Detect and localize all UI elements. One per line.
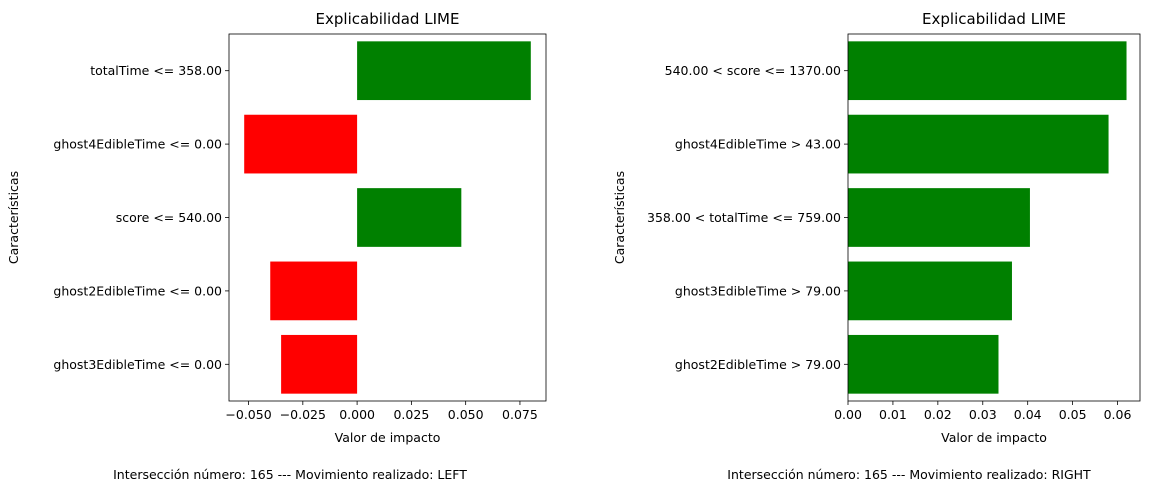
y-tick-label: ghost3EdibleTime <= 0.00 [53,357,222,372]
x-tick-label: 0.025 [393,407,429,422]
y-tick-label: ghost2EdibleTime > 79.00 [675,357,841,372]
x-tick-label: 0.000 [339,407,375,422]
bar [848,188,1030,247]
y-tick-label: score <= 540.00 [116,210,222,225]
bar [848,334,999,394]
y-tick-label: 540.00 < score <= 1370.00 [665,63,841,78]
bar [270,261,358,321]
y-tick-label: totalTime <= 358.00 [90,63,222,78]
chart-footer-caption: Intersección número: 165 --- Movimiento … [113,467,467,482]
x-tick-label: 0.03 [969,407,997,422]
x-tick-label: −0.025 [280,407,326,422]
chart-title: Explicabilidad LIME [316,10,460,28]
x-tick-label: −0.050 [225,407,271,422]
bar [848,41,1127,101]
bar [848,114,1109,174]
x-axis-label: Valor de impacto [335,430,441,445]
x-tick-label: 0.01 [879,407,907,422]
bar [357,188,462,247]
x-axis-label: Valor de impacto [941,430,1047,445]
y-axis-label: Características [612,171,627,264]
y-axis-label: Características [6,171,21,264]
y-tick-label: ghost4EdibleTime <= 0.00 [53,137,222,152]
x-tick-label: 0.04 [1014,407,1042,422]
x-tick-label: 0.00 [834,407,862,422]
bar [281,334,358,394]
y-tick-label: ghost2EdibleTime <= 0.00 [53,283,222,298]
bar [244,114,358,174]
bar [848,261,1012,321]
y-tick-label: ghost4EdibleTime > 43.00 [675,137,841,152]
y-tick-label: 358.00 < totalTime <= 759.00 [647,210,841,225]
chart-panel-1: 540.00 < score <= 1370.00 ghost4EdibleTim… [612,10,1141,445]
chart-footer-caption: Intersección número: 165 --- Movimiento … [727,467,1091,482]
chart-title: Explicabilidad LIME [922,10,1066,28]
x-tick-label: 0.06 [1104,407,1132,422]
x-tick-label: 0.050 [448,407,484,422]
bar [357,41,531,101]
x-tick-label: 0.05 [1059,407,1087,422]
x-tick-label: 0.075 [502,407,538,422]
x-tick-label: 0.02 [924,407,952,422]
chart-panel-0: totalTime <= 358.00 ghost4EdibleTime <= 0… [6,10,547,445]
y-tick-label: ghost3EdibleTime > 79.00 [675,283,841,298]
